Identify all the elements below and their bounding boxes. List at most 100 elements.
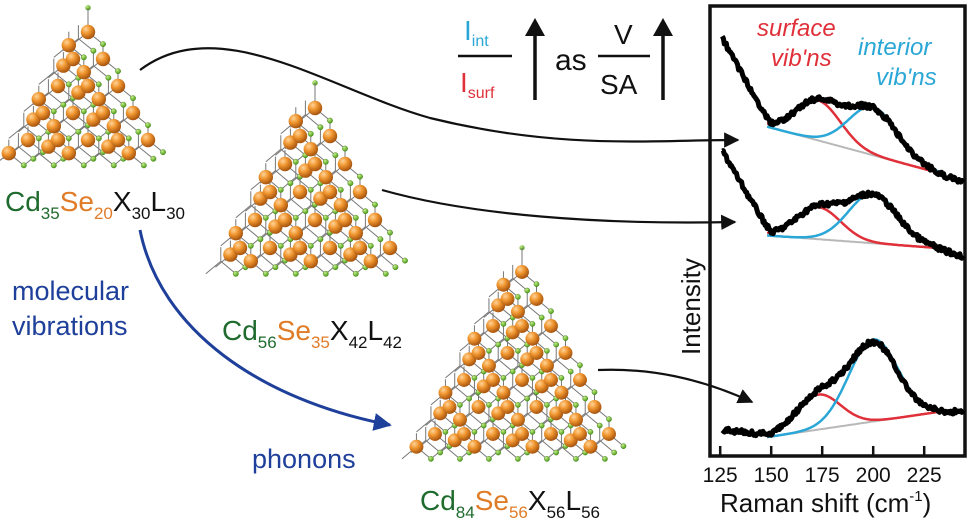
ligand-atom bbox=[362, 208, 369, 215]
formula-element: Cd bbox=[420, 485, 456, 516]
bond bbox=[512, 385, 528, 399]
bond bbox=[78, 38, 94, 52]
formula-element: L bbox=[566, 485, 582, 516]
ligand-atom bbox=[50, 108, 57, 115]
raman-plot: 125 150 175 200 225 surface vib'ns interior … bbox=[676, 4, 967, 518]
bond bbox=[584, 412, 601, 426]
ligand-atom bbox=[80, 108, 87, 115]
ligand-atom bbox=[130, 95, 136, 102]
ligand-atom bbox=[287, 180, 294, 187]
ligand-atom bbox=[307, 242, 314, 249]
ligand-atom bbox=[486, 348, 492, 354]
label-phonons: phonons bbox=[252, 444, 356, 474]
formula-subscript: 84 bbox=[456, 503, 475, 522]
bond bbox=[63, 119, 79, 133]
cd-atom bbox=[322, 184, 338, 200]
ligand-atom bbox=[20, 162, 27, 169]
cd-atom bbox=[481, 358, 496, 373]
ligand-atom bbox=[292, 270, 299, 277]
bond bbox=[483, 439, 499, 453]
ligand-atom bbox=[80, 162, 87, 169]
ligand-atom bbox=[292, 214, 299, 221]
ligand-atom bbox=[538, 314, 545, 321]
ligand-atom bbox=[352, 270, 359, 277]
cd-atom bbox=[110, 132, 126, 148]
bond bbox=[497, 358, 514, 372]
ligand-atom bbox=[500, 321, 507, 327]
cd-atom bbox=[352, 240, 368, 256]
cd-atom bbox=[76, 65, 92, 80]
ligand-atom bbox=[515, 456, 521, 462]
cd-atom bbox=[348, 226, 363, 241]
ligand-atom bbox=[486, 456, 492, 462]
raman-data bbox=[720, 148, 966, 261]
ligand-atom bbox=[553, 341, 560, 348]
cd-atom bbox=[80, 132, 96, 148]
ligand-atom bbox=[382, 270, 389, 277]
formula-subscript: 56 bbox=[509, 503, 528, 522]
bond bbox=[445, 446, 461, 460]
cd-atom bbox=[1, 146, 16, 161]
plot-frame bbox=[708, 4, 967, 458]
ligand-atom bbox=[442, 429, 449, 435]
cd-atom bbox=[247, 212, 263, 228]
formula-element: Se bbox=[277, 315, 311, 346]
cd-atom bbox=[243, 254, 258, 269]
ligand-atom bbox=[392, 264, 399, 271]
arrow-cd84-to-spectrum bbox=[597, 368, 754, 404]
bond bbox=[280, 260, 297, 275]
ligand-atom bbox=[307, 130, 314, 137]
bond bbox=[280, 148, 297, 163]
ligand-atom bbox=[247, 242, 254, 249]
formula-element: X bbox=[330, 315, 349, 346]
formula-cd84: Cd84Se56X56L56 bbox=[420, 485, 600, 522]
ligand-atom bbox=[50, 162, 57, 169]
bond bbox=[532, 392, 548, 406]
ligand-atom bbox=[471, 375, 478, 381]
cd-atom bbox=[307, 100, 323, 116]
ligand-atom bbox=[75, 128, 82, 135]
bond bbox=[503, 446, 519, 460]
bond bbox=[8, 125, 25, 139]
cd-atom bbox=[363, 254, 378, 269]
bond bbox=[512, 277, 528, 291]
cd-atom bbox=[367, 212, 383, 228]
ligand-atom bbox=[602, 456, 608, 462]
cd-atom bbox=[337, 156, 353, 172]
cd-atom bbox=[65, 105, 81, 121]
formula-element: Cd bbox=[5, 186, 41, 217]
label-vibrations: vibrations bbox=[12, 311, 128, 341]
ligand-atom bbox=[620, 443, 627, 449]
cd-atom bbox=[510, 412, 525, 427]
ligand-atom bbox=[500, 375, 507, 381]
x-tick-label: 200 bbox=[856, 464, 891, 487]
bond bbox=[38, 152, 55, 166]
formula-subscript: 30 bbox=[166, 204, 185, 223]
cd-atom bbox=[80, 78, 96, 94]
ligand-atom bbox=[292, 158, 299, 165]
ligand-atom bbox=[524, 395, 531, 402]
bond bbox=[93, 65, 109, 79]
ligand-atom bbox=[587, 429, 594, 435]
cd-atom bbox=[558, 346, 573, 360]
cd-atom bbox=[515, 265, 529, 279]
formula-subscript: 35 bbox=[41, 204, 60, 223]
bond bbox=[425, 439, 441, 453]
cd-atom bbox=[568, 412, 583, 427]
bond bbox=[365, 226, 381, 240]
ligand-atom bbox=[90, 47, 97, 54]
arrow-molecular-to-phonon bbox=[138, 229, 392, 431]
ligand-atom bbox=[95, 81, 102, 88]
ligand-atom bbox=[120, 101, 127, 108]
bond bbox=[98, 152, 115, 166]
ligand-atom bbox=[262, 270, 269, 277]
cd-atom bbox=[529, 292, 544, 306]
bond bbox=[350, 198, 366, 212]
cd-atom bbox=[515, 319, 529, 333]
cd-atom bbox=[525, 331, 540, 346]
cd-atom bbox=[303, 142, 318, 157]
cd-atom bbox=[457, 427, 471, 441]
bond bbox=[53, 71, 70, 85]
ligand-atom bbox=[548, 308, 554, 314]
label-interior: interior bbox=[858, 34, 932, 61]
